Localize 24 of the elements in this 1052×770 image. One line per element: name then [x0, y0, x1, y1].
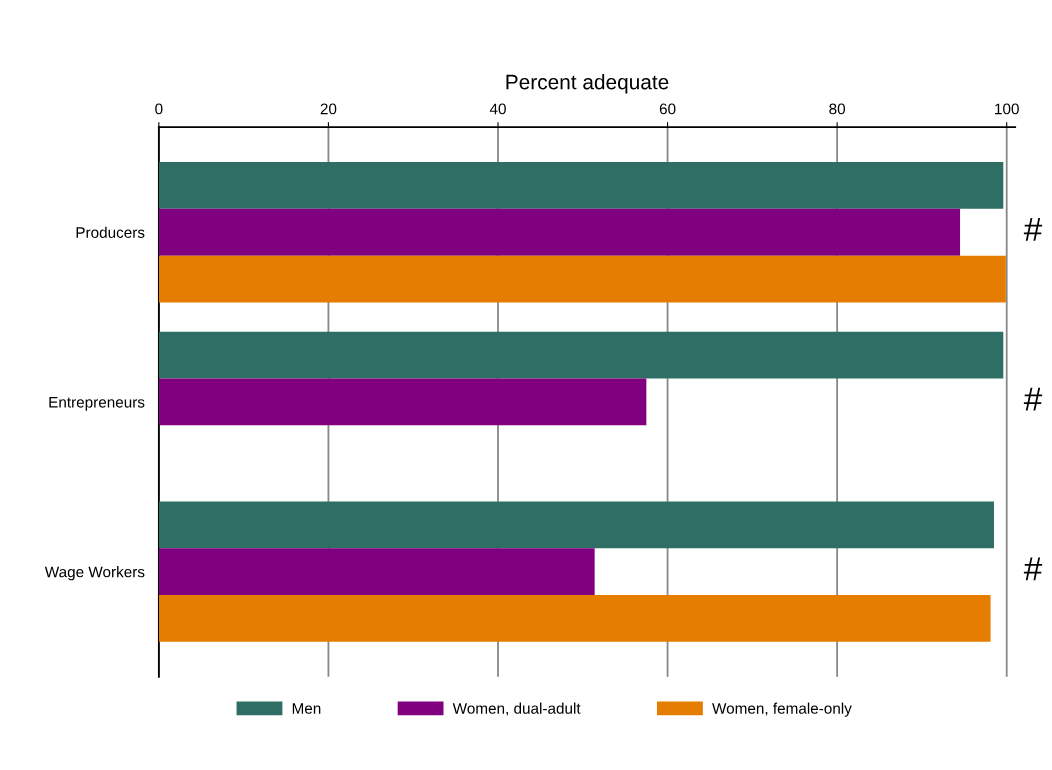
legend-label: Women, dual-adult: [452, 702, 581, 716]
bar: [158, 548, 595, 596]
text: #: [1023, 218, 1043, 241]
bar: [158, 255, 1006, 303]
legend-label: Women, female-only: [712, 702, 852, 717]
x-axis-title: Percent adequate: [506, 74, 669, 94]
y-tick-label: Entrepreneurs: [49, 396, 145, 411]
text: #: [1023, 557, 1043, 581]
text: #: [1023, 387, 1043, 411]
x-tick-label: 20: [320, 103, 337, 115]
x-tick-label: 60: [659, 103, 676, 115]
bar: [158, 501, 994, 549]
bar: [158, 378, 647, 426]
y-tick-label: Wage Workers: [44, 566, 145, 581]
y-tick-label: Producers: [76, 226, 145, 238]
x-tick-label: 80: [829, 103, 846, 115]
x-tick-label: 0: [155, 103, 163, 115]
x-tick-label: 40: [489, 103, 506, 115]
legend-label: Men: [292, 703, 321, 714]
bar: [158, 595, 991, 642]
bar: [158, 208, 961, 256]
bar: [158, 162, 1004, 209]
bar: [158, 331, 1004, 379]
x-tick-label: 100: [995, 103, 1019, 115]
